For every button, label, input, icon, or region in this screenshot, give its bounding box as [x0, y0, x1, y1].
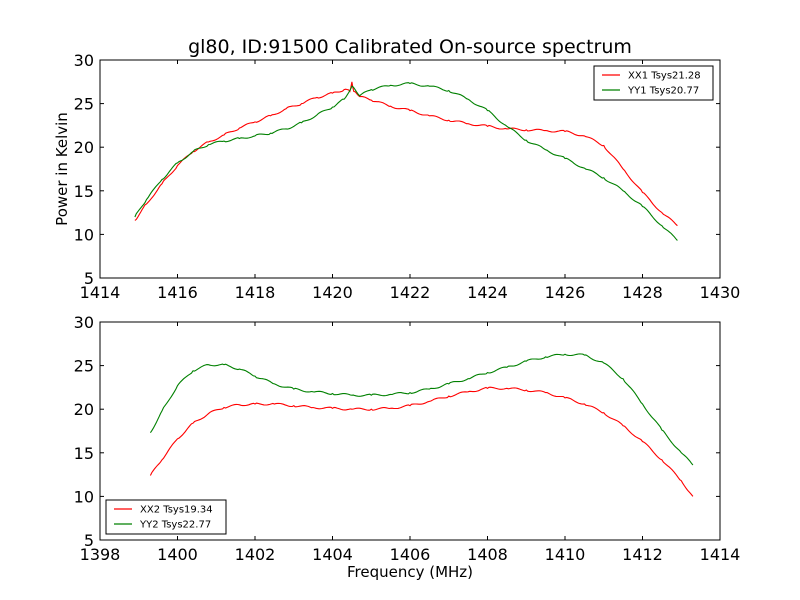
spectrum-panel-top: gl80, ID:91500 Calibrated On-source spec…: [53, 36, 740, 302]
y-tick-label: 25: [74, 357, 94, 376]
y-tick-label: 20: [74, 400, 94, 419]
legend-box: [105, 499, 227, 535]
legend-label: YY1 Tsys20.77: [627, 86, 699, 97]
y-tick-label: 20: [74, 138, 94, 157]
x-tick-label: 1424: [467, 283, 508, 302]
x-tick-label: 1398: [80, 545, 121, 564]
legend: XX2 Tsys19.34 YY2 Tsys22.77: [105, 499, 227, 535]
legend-label: XX2 Tsys19.34: [140, 505, 213, 516]
y-tick-label: 30: [74, 51, 94, 70]
x-tick-label: 1406: [390, 545, 431, 564]
x-tick-label: 1408: [467, 545, 508, 564]
plot-area-top: 1414 1416 1418 1420 1422 1424 1426 1428 1430 5 10 1…: [74, 51, 741, 302]
x-tick-label: 1410: [545, 545, 586, 564]
y-tick-label: 15: [74, 182, 94, 201]
legend-box: [593, 65, 714, 101]
series-line-yy2: [149, 353, 694, 466]
chart-title: gl80, ID:91500 Calibrated On-source spec…: [188, 36, 632, 58]
x-tick-label: 1414: [700, 545, 741, 564]
x-tick-label: 1400: [157, 545, 198, 564]
y-tick-label: 10: [74, 225, 94, 244]
x-tick-label: 1412: [622, 545, 663, 564]
x-tick-label: 1416: [157, 283, 198, 302]
x-tick-label: 1420: [312, 283, 353, 302]
y-tick-label: 15: [74, 444, 94, 463]
legend: XX1 Tsys21.28 YY1 Tsys20.77: [593, 65, 714, 101]
x-tick-label: 1418: [235, 283, 276, 302]
x-tick-label: 1404: [312, 545, 353, 564]
y-tick-label: 25: [74, 95, 94, 114]
spectrum-panel-bottom: Frequency (MHz) 1398 1400 1402 1404 1406 1408…: [74, 313, 741, 581]
y-tick-label: 30: [74, 313, 94, 332]
legend-label: YY2 Tsys22.77: [139, 520, 211, 531]
plot-area-bottom: 1398 1400 1402 1404 1406 1408 1410 1412 1414 5 10 1…: [74, 313, 741, 564]
legend-label: XX1 Tsys21.28: [628, 71, 701, 82]
y-tick-label: 5: [84, 531, 94, 550]
y-tick-label: 5: [84, 269, 94, 288]
x-tick-label: 1414: [80, 283, 121, 302]
y-axis-label: Power in Kelvin: [53, 112, 71, 226]
x-tick-label: 1402: [235, 545, 276, 564]
x-tick-label: 1426: [545, 283, 586, 302]
x-tick-label: 1430: [700, 283, 741, 302]
series-line-yy1: [134, 82, 678, 241]
x-tick-label: 1428: [622, 283, 663, 302]
series-line-xx2: [149, 386, 694, 497]
y-tick-label: 10: [74, 487, 94, 506]
x-tick-label: 1422: [390, 283, 431, 302]
series-line-xx1: [134, 81, 678, 227]
x-axis-label: Frequency (MHz): [347, 563, 473, 581]
